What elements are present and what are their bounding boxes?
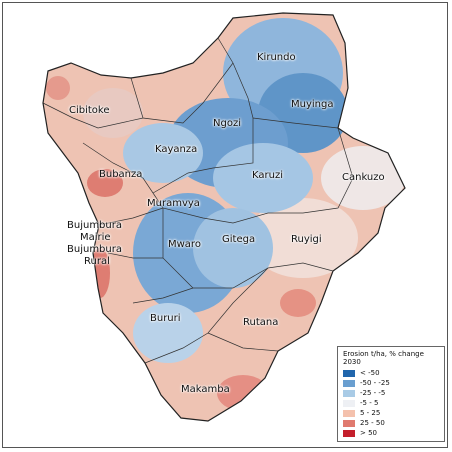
province-label: Bujumbura — [67, 220, 122, 231]
province-label: Cankuzo — [342, 172, 385, 183]
province-label: Rutana — [243, 317, 279, 328]
province-label: Kirundo — [257, 52, 296, 63]
legend-swatch — [343, 379, 355, 387]
legend-item: 25 - 50 — [343, 418, 439, 428]
province-label: Mwaro — [168, 239, 201, 250]
zone-kayanza — [123, 123, 203, 183]
legend-item: -25 - -5 — [343, 388, 439, 398]
zone-karuzi — [213, 143, 313, 213]
legend-swatch — [343, 389, 355, 397]
province-label: Karuzi — [252, 170, 283, 181]
legend-swatch — [343, 369, 355, 377]
legend-label: -25 - -5 — [360, 389, 386, 397]
zone-gitega — [193, 208, 273, 288]
burundi-erosion-map — [42, 12, 406, 422]
map-frame: Kirundo Muyinga Cibitoke Ngozi Kayanza B… — [2, 2, 448, 448]
legend-label: 25 - 50 — [360, 419, 385, 427]
legend-swatch — [343, 399, 355, 407]
hot-northwest — [46, 76, 70, 100]
province-label: Ruyigi — [291, 234, 322, 245]
province-label: Cibitoke — [69, 105, 110, 116]
legend-item: 5 - 25 — [343, 408, 439, 418]
legend-swatch — [343, 419, 355, 427]
zone-ruyigi — [248, 198, 358, 278]
zone-cankuzo — [321, 146, 405, 210]
zone-bururi — [133, 303, 203, 363]
hot-bubanza — [87, 169, 123, 197]
province-label: Kayanza — [155, 144, 198, 155]
province-label: Makamba — [181, 384, 230, 395]
legend-swatch — [343, 409, 355, 417]
zone-cibitoke — [83, 88, 143, 138]
legend-label: -5 - 5 — [360, 399, 379, 407]
country-outline — [42, 12, 406, 422]
legend-item: > 50 — [343, 428, 439, 438]
erosion-surface — [43, 13, 405, 421]
province-label: Rural — [84, 256, 110, 267]
legend-swatch — [343, 429, 355, 437]
province-label: Muramvya — [147, 198, 200, 209]
province-label: Bujumbura — [67, 244, 122, 255]
legend-label: -50 - -25 — [360, 379, 390, 387]
map-legend: Erosion t/ha, % change 2030 < -50 -50 - … — [337, 346, 445, 442]
legend-item: -50 - -25 — [343, 378, 439, 388]
legend-item: < -50 — [343, 368, 439, 378]
legend-title: Erosion t/ha, % change 2030 — [343, 350, 424, 366]
province-boundaries — [42, 37, 354, 364]
province-label: Gitega — [222, 234, 256, 245]
province-label: Mairie — [80, 232, 111, 243]
province-label: Bururi — [150, 313, 181, 324]
legend-label: < -50 — [360, 369, 380, 377]
legend-label: 5 - 25 — [360, 409, 381, 417]
province-label: Bubanza — [99, 169, 143, 180]
province-label: Muyinga — [291, 99, 334, 110]
legend-item: -5 - 5 — [343, 398, 439, 408]
hot-rutana — [280, 289, 316, 317]
legend-label: > 50 — [360, 429, 377, 437]
province-label: Ngozi — [213, 118, 241, 129]
